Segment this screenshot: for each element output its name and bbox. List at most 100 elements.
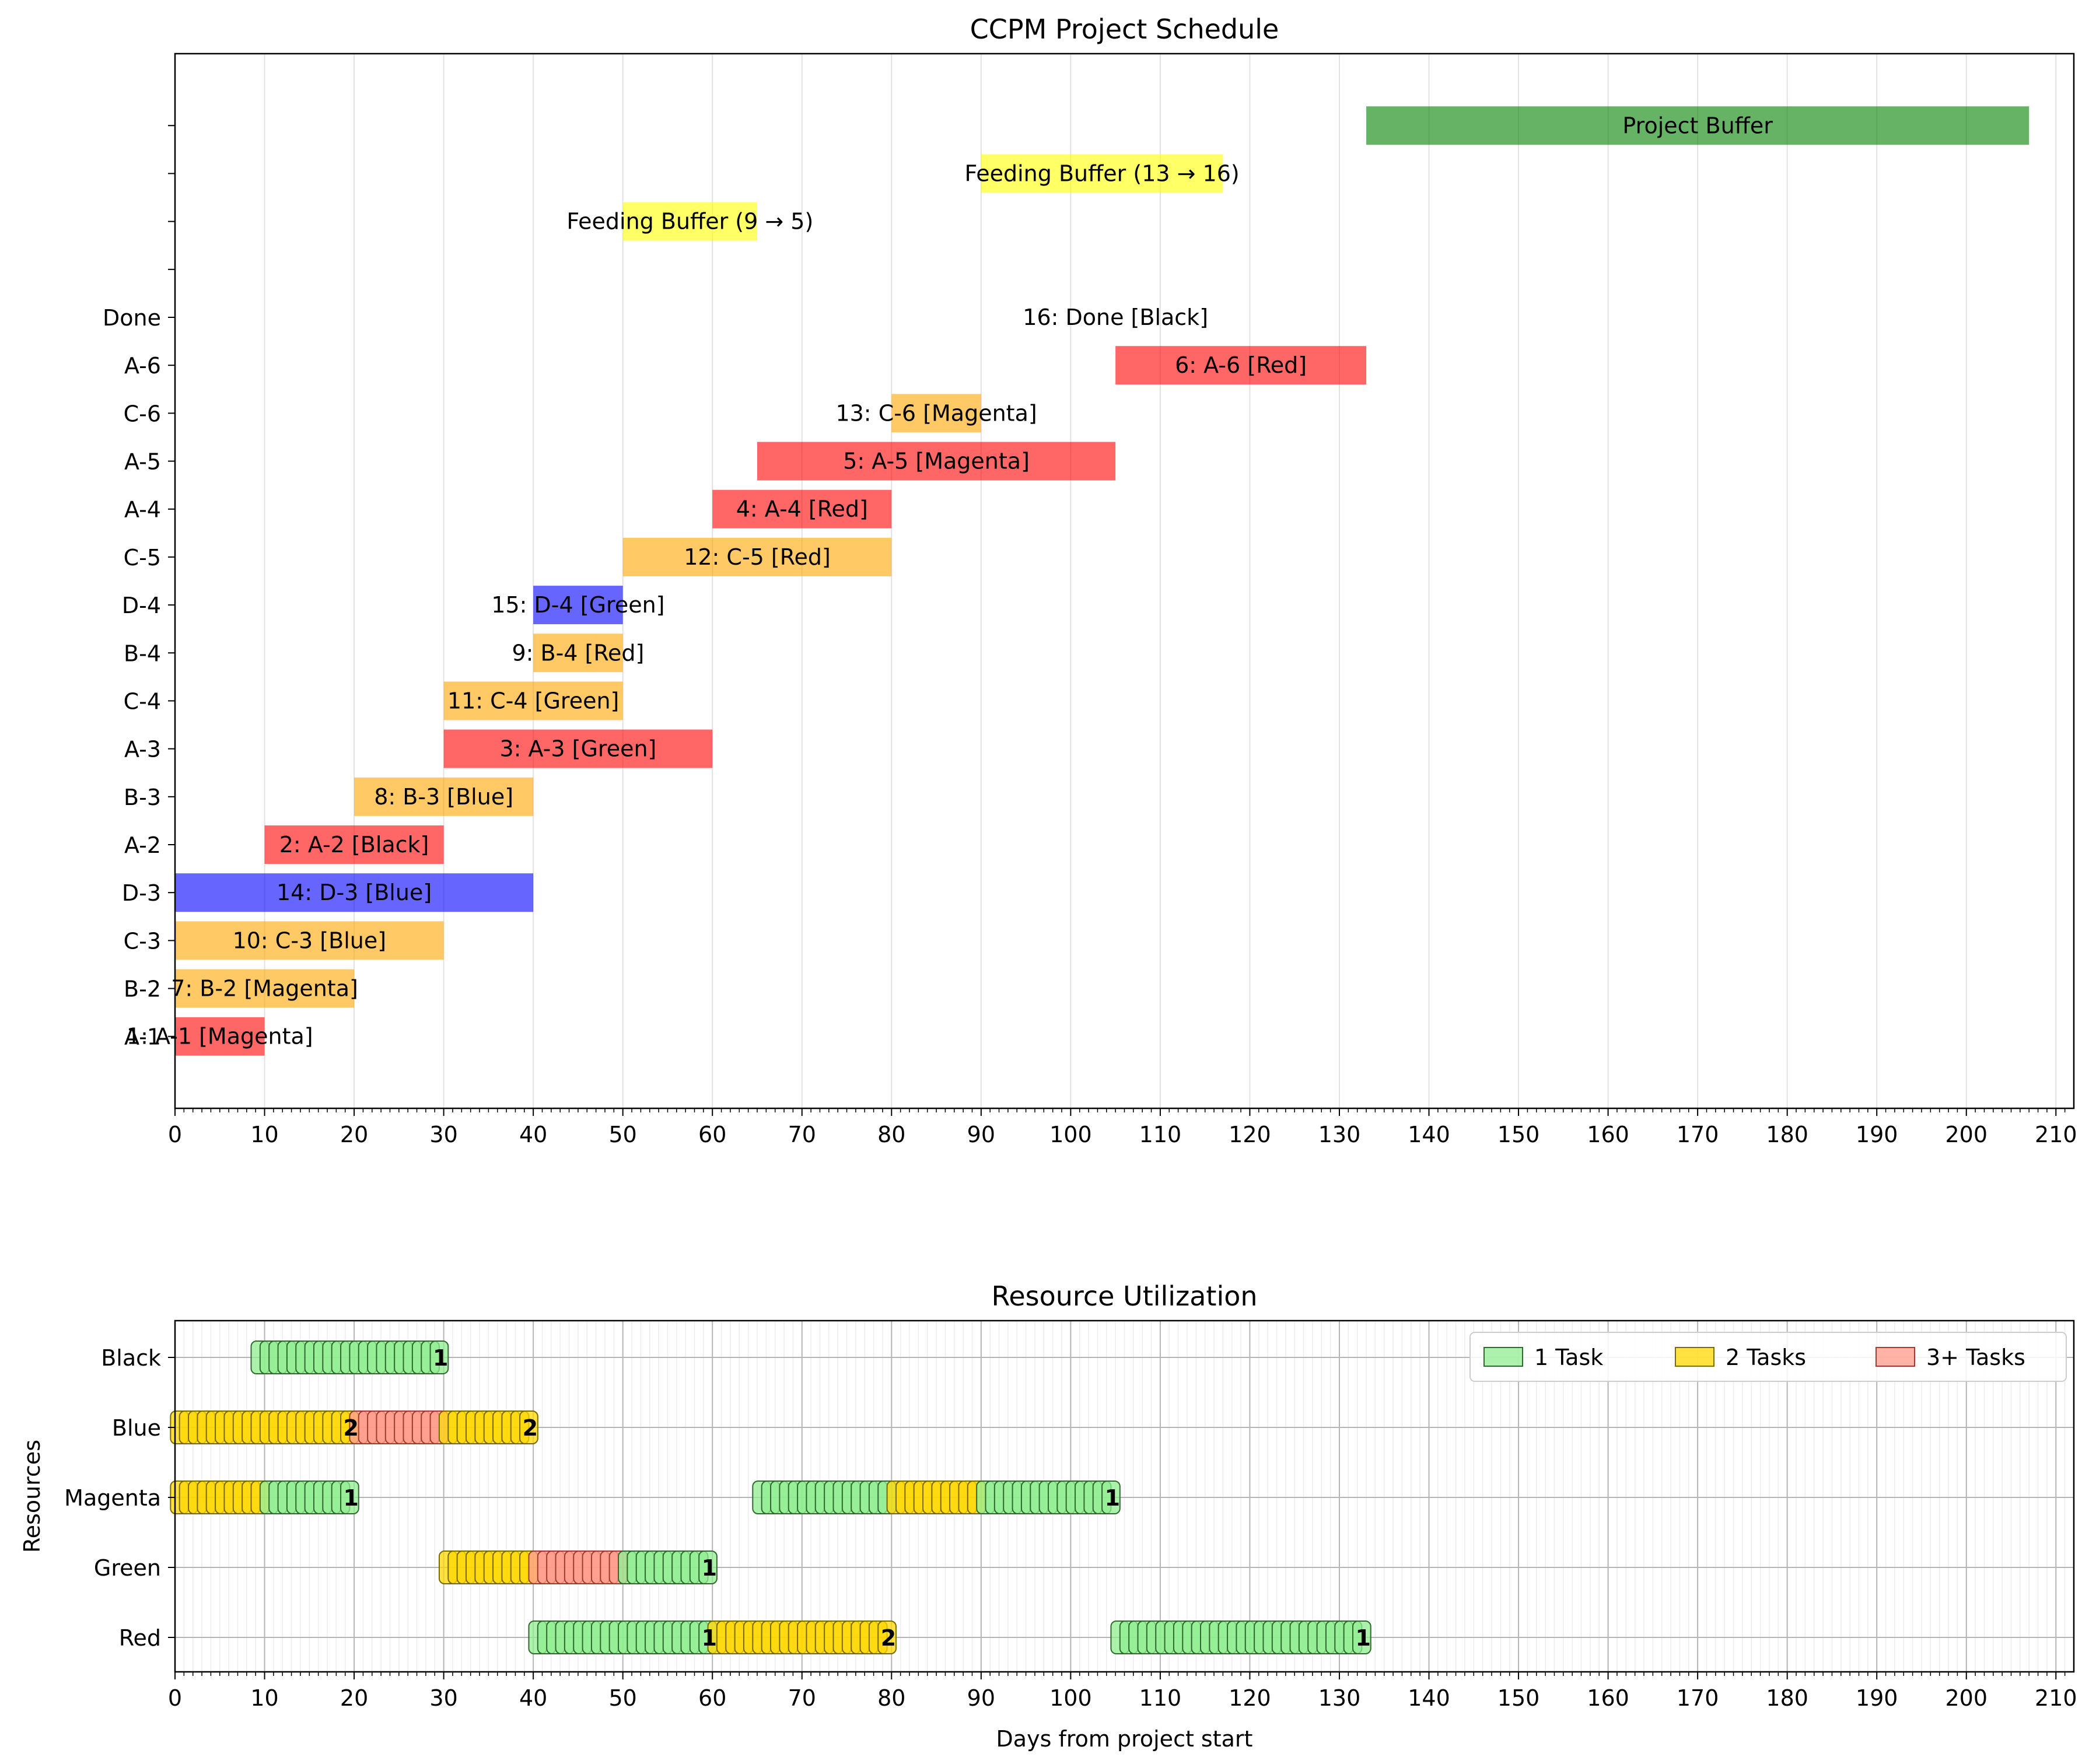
resource-usage-box <box>1352 1620 1371 1654</box>
resource-count-label: 2 <box>881 1625 896 1651</box>
gantt-x-tick-label: 210 <box>2035 1122 2077 1147</box>
gantt-x-tick-label: 60 <box>698 1122 726 1147</box>
resource-usage-box <box>698 1550 718 1584</box>
legend-label: 1 Task <box>1534 1345 1603 1370</box>
resource-x-tick-label: 180 <box>1766 1685 1808 1711</box>
resource-title: Resource Utilization <box>991 1280 1257 1312</box>
resource-x-tick-label: 160 <box>1587 1685 1629 1711</box>
gantt-row-label: A-3 <box>124 737 161 762</box>
gantt-row-label: B-2 <box>124 977 161 1002</box>
resource-x-tick-label: 170 <box>1677 1685 1719 1711</box>
gantt-x-tick-label: 70 <box>788 1122 816 1147</box>
gantt-task-label: 10: C-3 [Blue] <box>233 928 386 953</box>
resource-x-tick-label: 10 <box>250 1685 278 1711</box>
resource-count-label: 2 <box>523 1415 538 1441</box>
resource-x-tick-label: 0 <box>168 1685 182 1711</box>
gantt-task-bar <box>175 921 444 960</box>
gantt-buffer-label: Project Buffer <box>1622 113 1773 138</box>
gantt-x-tick-label: 90 <box>967 1122 995 1147</box>
resource-x-tick-label: 140 <box>1408 1685 1450 1711</box>
gantt-task-label: 12: C-5 [Red] <box>684 544 831 570</box>
gantt-buffer-bar <box>981 154 1223 193</box>
gantt-task-label: 6: A-6 [Red] <box>1175 352 1307 378</box>
resource-usage-box <box>877 1620 897 1654</box>
legend-swatch <box>1483 1347 1523 1367</box>
legend-frame <box>1469 1332 2067 1382</box>
resource-x-tick-label: 30 <box>429 1685 457 1711</box>
gantt-x-tick-label: 170 <box>1677 1122 1719 1147</box>
gantt-row-label: C-4 <box>124 688 161 714</box>
resource-count-label: 1 <box>343 1485 358 1511</box>
gantt-row-label: B-3 <box>124 785 161 810</box>
gantt-plot-area <box>175 54 2074 1108</box>
gantt-task-label: 5: A-5 [Magenta] <box>843 449 1030 474</box>
resource-legend: 1 Task 2 Tasks 3+ Tasks <box>1469 1332 2067 1382</box>
gantt-row-label: C-3 <box>124 928 161 954</box>
gantt-task-bar <box>891 394 981 433</box>
gantt-task-label: 2: A-2 [Black] <box>279 832 429 858</box>
resource-count-label: 1 <box>1105 1485 1120 1511</box>
resource-x-tick-label: 100 <box>1049 1685 1092 1711</box>
resource-x-tick-label: 200 <box>1945 1685 1987 1711</box>
gantt-row-label: D-3 <box>122 880 161 906</box>
gantt-buffer-label: Feeding Buffer (9 → 5) <box>566 209 813 235</box>
resource-usage-box <box>519 1410 538 1444</box>
resource-count-label: 1 <box>702 1625 717 1651</box>
resource-x-tick-label: 190 <box>1856 1685 1898 1711</box>
gantt-row-label: A-4 <box>124 497 161 523</box>
legend-swatch <box>1675 1347 1714 1367</box>
gantt-row-label: C-6 <box>124 401 161 426</box>
gantt-x-tick-label: 30 <box>429 1122 457 1147</box>
gantt-task-label: 15: D-4 [Green] <box>491 592 664 618</box>
resource-x-axis-label: Days from project start <box>996 1726 1253 1752</box>
legend-label: 2 Tasks <box>1726 1345 1806 1370</box>
legend-label: 3+ Tasks <box>1926 1345 2025 1370</box>
gantt-task-label: 11: C-4 [Green] <box>447 688 619 713</box>
resource-label: Green <box>94 1555 161 1581</box>
gantt-buffer-bar <box>622 202 757 241</box>
resource-usage-box <box>340 1480 359 1514</box>
gantt-task-bar <box>175 1017 265 1056</box>
gantt-x-tick-label: 160 <box>1587 1122 1629 1147</box>
resource-x-tick-label: 210 <box>2035 1685 2077 1711</box>
gantt-task-bar <box>354 777 534 816</box>
gantt-row-label: Done <box>103 305 161 331</box>
gantt-task-bar <box>533 634 623 673</box>
gantt-x-tick-label: 180 <box>1766 1122 1808 1147</box>
gantt-x-tick-label: 0 <box>168 1122 182 1147</box>
resource-x-tick-label: 60 <box>698 1685 726 1711</box>
resource-x-tick-label: 130 <box>1318 1685 1361 1711</box>
gantt-x-tick-label: 100 <box>1049 1122 1092 1147</box>
resource-label: Blue <box>112 1415 161 1441</box>
gantt-x-tick-label: 190 <box>1856 1122 1898 1147</box>
gantt-task-label: 13: C-6 [Magenta] <box>835 400 1037 426</box>
gantt-task-label: 4: A-4 [Red] <box>736 496 868 522</box>
resource-usage-box <box>429 1340 449 1374</box>
gantt-task-label: 7: B-2 [Magenta] <box>171 976 358 1002</box>
resource-count-label: 1 <box>702 1555 717 1581</box>
gantt-x-tick-label: 140 <box>1408 1122 1450 1147</box>
resource-label: Red <box>119 1625 161 1651</box>
resource-usage-box <box>1101 1480 1121 1514</box>
gantt-chart: 1: A-1 [Magenta] 7: B-2 [Magenta] 10: C-3 … <box>103 13 2077 1147</box>
gantt-task-bar <box>757 442 1116 481</box>
resource-x-tick-label: 20 <box>340 1685 368 1711</box>
gantt-task-bar <box>533 586 623 625</box>
gantt-task-bar <box>443 729 713 768</box>
gantt-task-bar <box>175 873 534 912</box>
resource-label: Magenta <box>64 1485 161 1511</box>
gantt-title: CCPM Project Schedule <box>970 13 1279 45</box>
resource-count-label: 1 <box>1355 1625 1370 1651</box>
resource-y-axis-label: Resources <box>19 1440 45 1553</box>
resource-count-label: 1 <box>433 1345 448 1371</box>
resource-x-tick-label: 40 <box>519 1685 547 1711</box>
gantt-x-tick-label: 50 <box>609 1122 637 1147</box>
resource-x-tick-label: 50 <box>609 1685 637 1711</box>
gantt-x-tick-label: 150 <box>1497 1122 1540 1147</box>
gantt-task-bar <box>175 969 355 1008</box>
resource-label: Black <box>101 1345 161 1371</box>
gantt-task-label: 8: B-3 [Blue] <box>374 784 513 810</box>
legend-swatch <box>1875 1347 1915 1367</box>
gantt-task-label: 14: D-3 [Blue] <box>277 880 432 905</box>
